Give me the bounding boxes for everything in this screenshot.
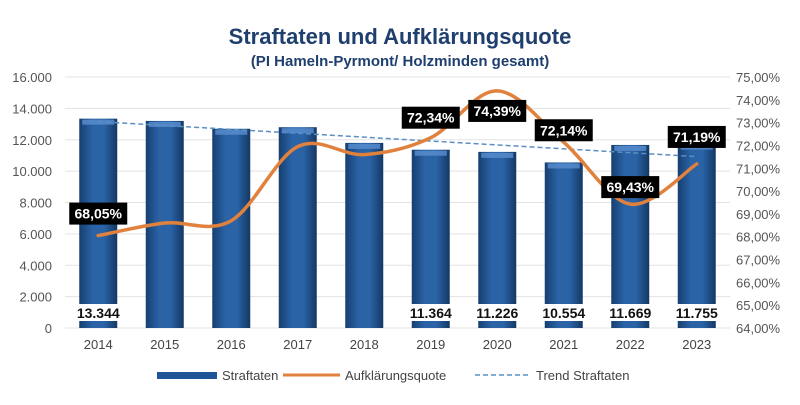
bar-label-bg [606,304,655,321]
x-tick: 2023 [682,337,711,352]
bar-highlight [481,152,514,158]
line-label-bg [601,176,660,199]
x-tick: 2017 [283,337,312,352]
chart-subtitle: (PI Hameln-Pyrmont/ Holzminden gesamt) [251,53,549,70]
right-axis-tick: 75,00% [736,70,781,85]
bar-highlight [281,128,314,134]
x-tick: 2018 [350,337,379,352]
bar-label-bg [406,304,455,321]
right-axis-tick: 68,00% [736,230,781,245]
line-label-bg [667,125,726,148]
left-axis-tick: 2.000 [19,290,52,305]
line-data-label: 71,19% [673,129,721,145]
bar [478,151,517,328]
bar-highlight [148,121,181,127]
bar-data-label: 10.554 [542,305,585,321]
line-data-label: 72,34% [407,110,455,126]
bar-highlight [348,143,381,149]
legend-label-straftaten: Straftaten [222,368,278,383]
bar [278,127,317,328]
bar [611,144,650,328]
x-tick: 2014 [84,337,113,352]
line-label-bg [401,106,460,129]
bar-label-bg [74,304,123,321]
bar-data-label: 13.344 [77,305,120,321]
bar [544,162,583,328]
bar-data-label: 11.669 [609,305,651,321]
x-tick: 2020 [483,337,512,352]
right-axis-tick: 66,00% [736,275,781,290]
bar-highlight [614,145,647,151]
right-axis-tick: 70,00% [736,184,781,199]
chart-title: Straftaten und Aufklärungsquote [229,24,572,49]
legend-label-trend: Trend Straftaten [536,368,629,383]
right-axis-tick: 67,00% [736,253,781,268]
bar-data-label: 11.226 [476,305,518,321]
right-axis-tick: 73,00% [736,116,781,131]
line-data-label: 74,39% [474,103,522,119]
line-data-label: 72,14% [540,122,588,138]
left-axis-tick: 6.000 [19,227,52,242]
right-axis-tick: 72,00% [736,138,781,153]
right-axis-tick: 71,00% [736,161,781,176]
right-axis-tick: 65,00% [736,298,781,313]
bar-label-bg [539,304,588,321]
left-axis-tick: 12.000 [12,133,52,148]
legend-label-quote: Aufklärungsquote [345,368,446,383]
bar-data-label: 11.364 [410,305,452,321]
bar [212,128,251,328]
left-axis-tick: 14.000 [12,101,52,116]
bar [345,142,384,328]
bar [677,143,716,328]
left-axis-tick: 16.000 [12,70,52,85]
bar-highlight [215,129,248,135]
right-axis-tick: 69,00% [736,207,781,222]
line-label-bg [69,202,128,225]
bar-highlight [414,150,447,156]
left-axis-tick: 0 [45,321,52,336]
bar-label-bg [473,304,522,321]
line-data-label: 69,43% [607,179,655,195]
left-axis-tick: 8.000 [19,196,52,211]
x-tick: 2022 [616,337,645,352]
quote-line [96,89,699,238]
bar-label-bg [672,304,721,321]
line-label-bg [468,99,527,122]
bar [411,149,450,328]
trend-line [98,120,697,158]
line-label-bg [534,119,593,142]
legend-swatch-straftaten [157,372,217,379]
x-tick: 2019 [416,337,445,352]
x-tick: 2015 [150,337,179,352]
x-tick: 2021 [549,337,578,352]
line-data-label: 68,05% [75,206,123,222]
left-axis-tick: 4.000 [19,258,52,273]
left-axis-tick: 10.000 [12,164,52,179]
bar-data-label: 11.755 [676,305,718,321]
right-axis-tick: 64,00% [736,321,781,336]
right-axis-tick: 74,00% [736,93,781,108]
bar-highlight [547,163,580,169]
x-tick: 2016 [217,337,246,352]
